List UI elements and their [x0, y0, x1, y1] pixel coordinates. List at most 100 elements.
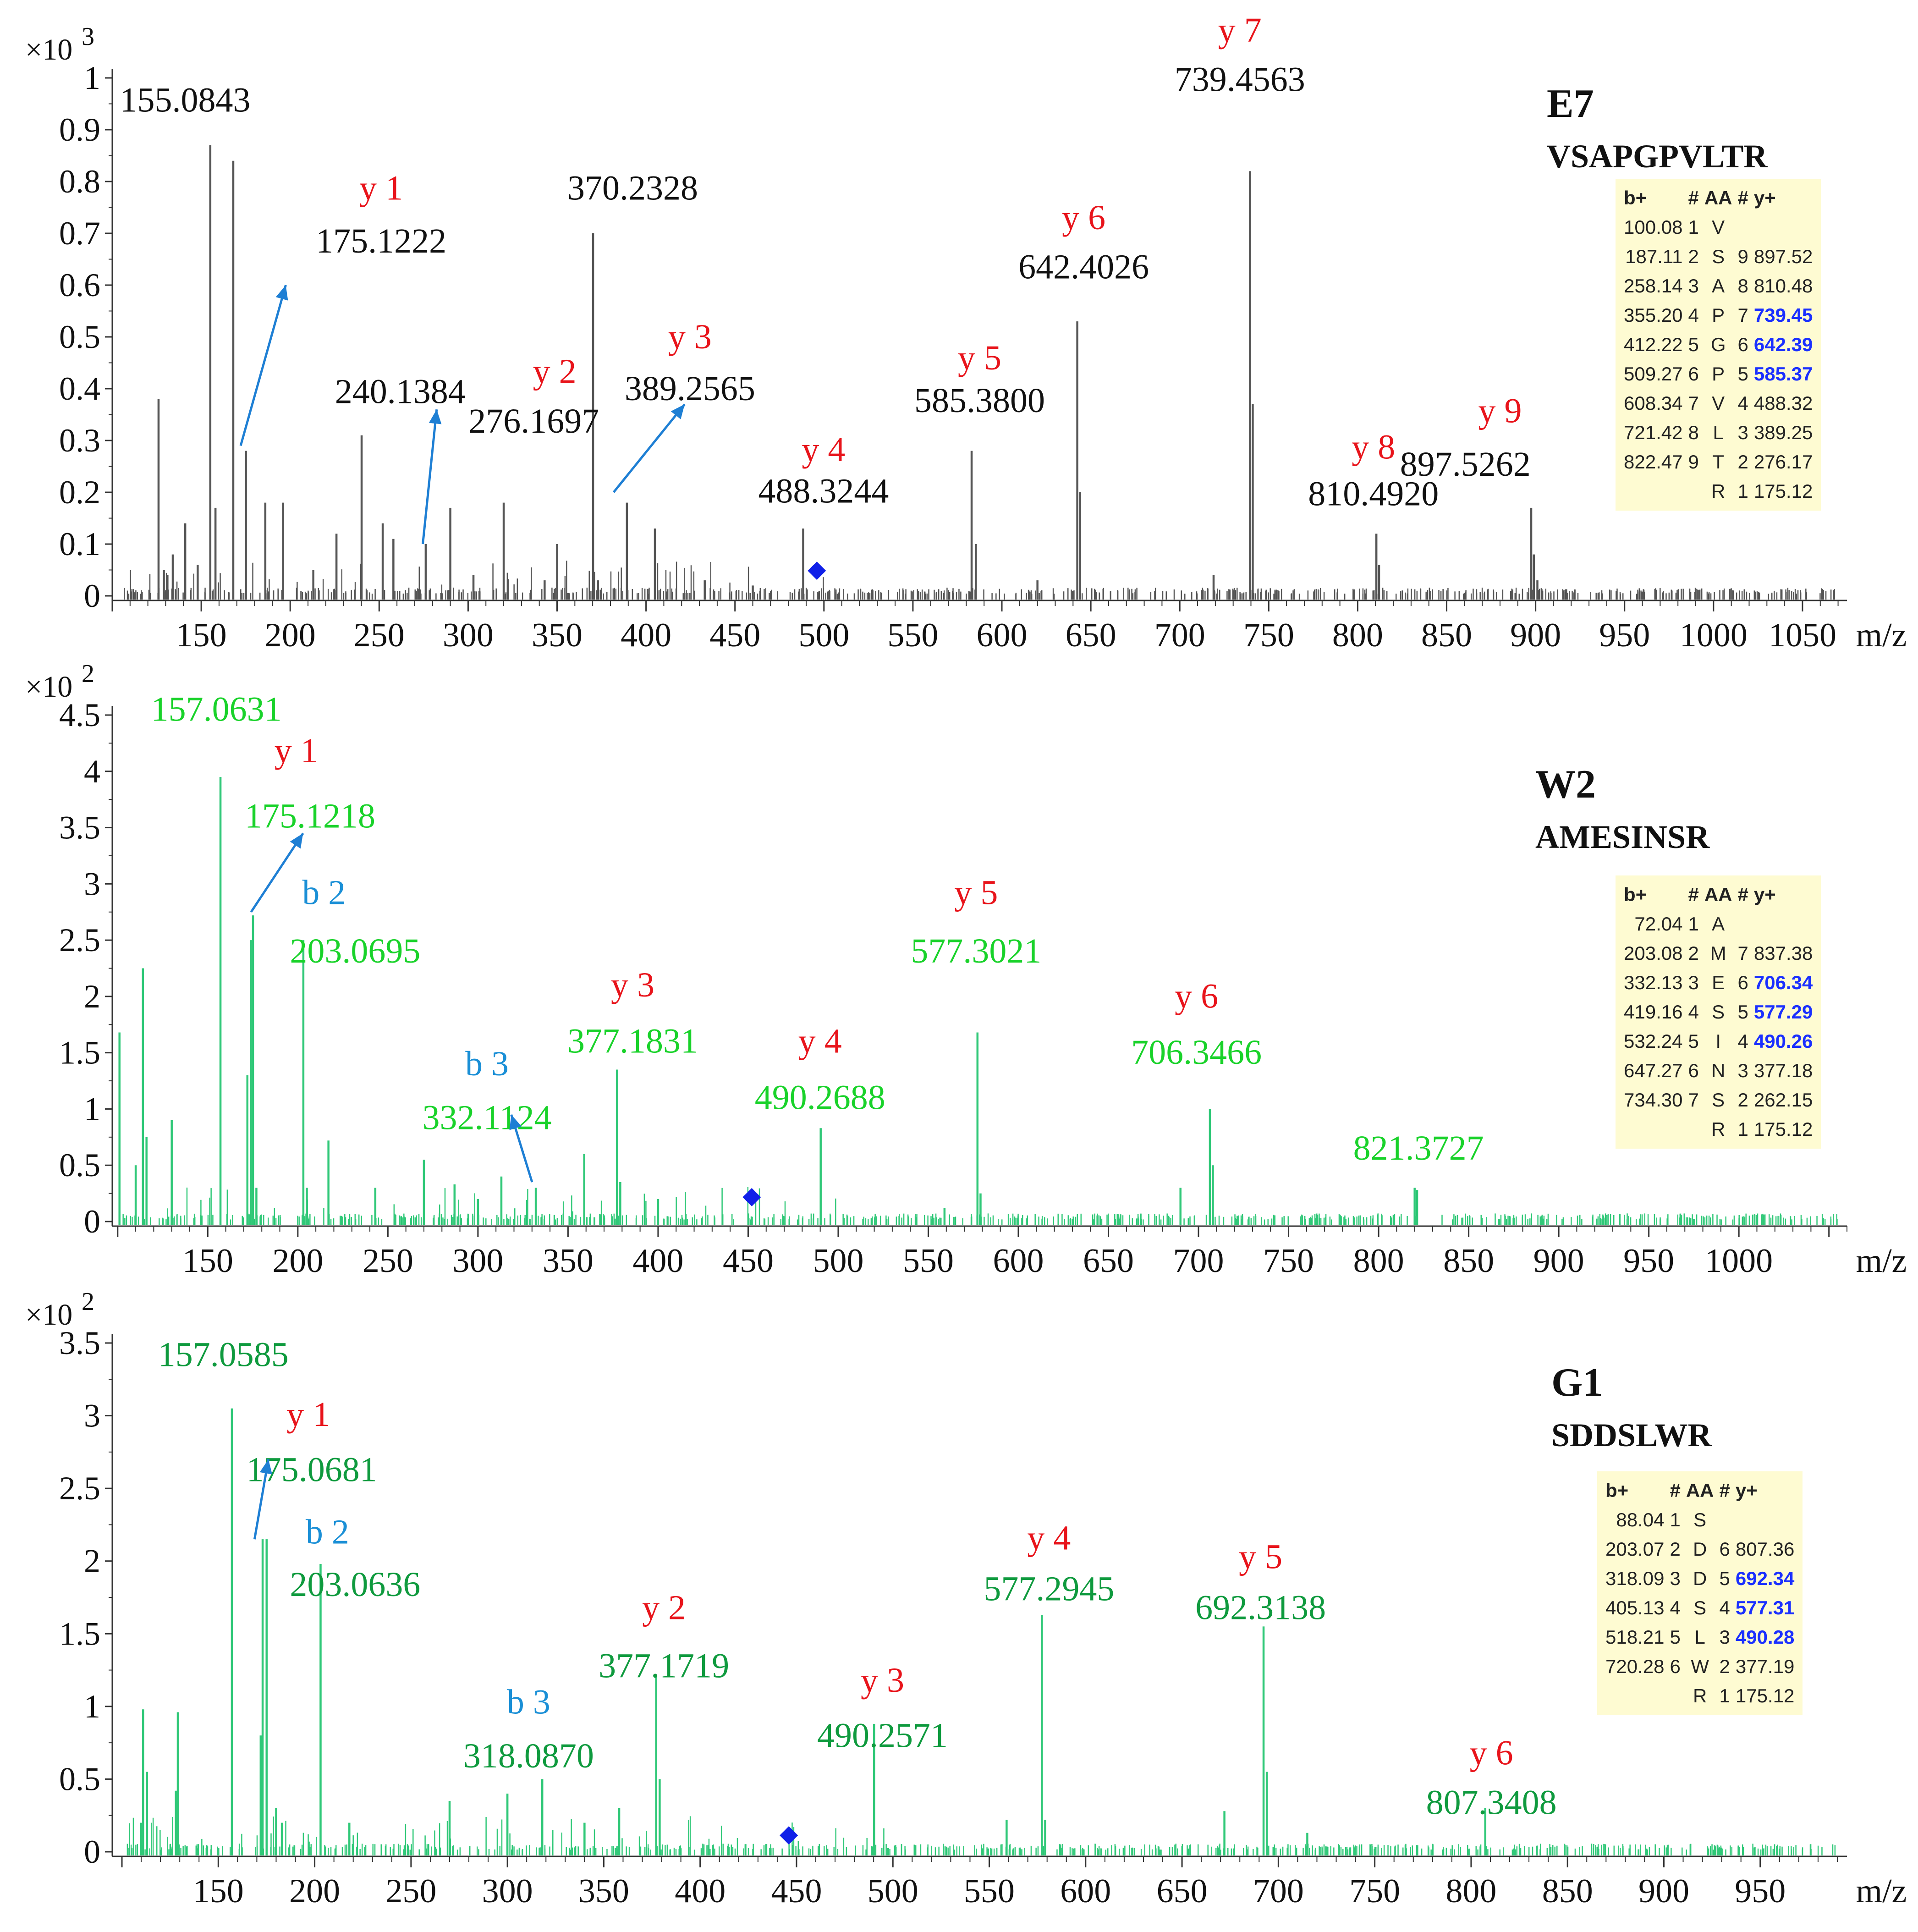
y-ion-label: y 9	[1478, 391, 1522, 430]
table-cell: 3	[1688, 275, 1699, 297]
y-tick-label: 1	[84, 1090, 100, 1127]
fragment-table-w2: b+ # AA # y+ 72.04 1 A 203.08 2 M 7 837.38 332.13 3 E 6 7…	[1616, 875, 1821, 1149]
peak-mass-label: 821.3727	[1353, 1129, 1484, 1167]
table-cell: R	[1711, 480, 1726, 502]
table-cell: V	[1712, 216, 1725, 238]
y-tick-label: 0.7	[59, 215, 100, 252]
y-tick-label: 0	[84, 1203, 100, 1240]
y-tick-label: 1.5	[59, 1035, 100, 1071]
b-ion-label: b 2	[306, 1513, 349, 1552]
peptide-sequence: VSAPGPVLTR	[1547, 138, 1768, 175]
x-tick-label: 550	[887, 616, 938, 654]
x-tick-label: 850	[1542, 1872, 1593, 1910]
table-header-cell: AA	[1704, 187, 1732, 209]
table-header-cell: #	[1719, 1480, 1730, 1501]
table-cell: M	[1710, 942, 1726, 964]
table-cell: T	[1712, 451, 1724, 473]
table-cell: 3	[1670, 1568, 1681, 1589]
y-ion-label: y 6	[1470, 1734, 1513, 1772]
table-cell: 720.28	[1605, 1656, 1665, 1677]
table-cell: 72.04	[1634, 913, 1683, 935]
y-exponent-base: ×10	[25, 670, 72, 704]
table-cell: 389.25	[1753, 422, 1813, 443]
y-ion-label: y 4	[802, 430, 845, 469]
x-tick-label: 400	[632, 1242, 683, 1280]
fragment-table-e7: b+ # AA # y+ 100.08 1 V 187.11 2 S 9 897.52 258.14 3 A 8…	[1616, 179, 1821, 511]
table-cell: 807.36	[1735, 1538, 1795, 1560]
table-cell: R	[1711, 1118, 1726, 1140]
table-cell	[1603, 1681, 1667, 1711]
table-cell: D	[1693, 1538, 1707, 1560]
table-header-cell: AA	[1704, 884, 1732, 905]
table-cell	[1621, 1115, 1685, 1144]
x-tick-label: 700	[1154, 616, 1205, 654]
x-tick-label: 850	[1421, 616, 1472, 654]
peak-mass-label: 389.2565	[625, 369, 755, 408]
y-ion-label: y 7	[1218, 11, 1262, 50]
table-cell: 187.11	[1625, 246, 1683, 267]
table-cell: P	[1712, 304, 1725, 326]
peptide-sequence: SDDSLWR	[1551, 1417, 1712, 1453]
table-header-cell: b+	[1624, 884, 1647, 905]
x-tick-label: 600	[977, 616, 1028, 654]
table-cell: 4	[1670, 1597, 1681, 1618]
y-tick-label: 0.4	[59, 370, 100, 407]
table-header-cell: y+	[1753, 187, 1776, 209]
table-header-cell: AA	[1686, 1480, 1714, 1501]
x-tick-label: 550	[903, 1242, 954, 1280]
y-exponent-base: ×10	[25, 1298, 72, 1332]
table-cell	[1735, 213, 1751, 242]
table-cell: 518.21	[1605, 1626, 1665, 1648]
table-cell: 5	[1688, 334, 1699, 355]
table-cell: 88.04	[1616, 1509, 1665, 1530]
fragment-table-g1: b+ # AA # y+ 88.04 1 S 203.07 2 D 6 807.36 318.09 3 D 5 6…	[1597, 1471, 1803, 1715]
arrow-head	[670, 404, 685, 419]
table-cell: 532.24	[1624, 1030, 1683, 1052]
x-tick-label: 450	[771, 1872, 822, 1910]
y-ion-label: y 5	[958, 339, 1001, 377]
y-ion-label: y 1	[286, 1395, 330, 1434]
table-row: R 1 175.12	[1603, 1681, 1797, 1711]
panel-label: W2	[1535, 762, 1596, 807]
table-cell: 6	[1688, 1060, 1699, 1081]
y-tick-label: 4.5	[59, 697, 100, 733]
table-row: 822.47 9 T 2 276.17	[1621, 447, 1815, 477]
table-cell: 6	[1737, 972, 1748, 993]
table-cell: 837.38	[1753, 942, 1813, 964]
table-cell: 2	[1719, 1656, 1730, 1677]
table-row: 187.11 2 S 9 897.52	[1621, 242, 1815, 271]
table-cell: A	[1712, 913, 1725, 935]
table-cell: 6	[1688, 363, 1699, 385]
x-tick-label: 800	[1445, 1872, 1496, 1910]
y-exponent-power: 3	[82, 22, 94, 51]
y-ion-label: y 4	[798, 1022, 842, 1061]
table-cell: 1	[1737, 480, 1748, 502]
table-cell: 585.37	[1753, 363, 1813, 385]
peak-mass-label: 577.2945	[984, 1569, 1114, 1608]
table-cell: 608.34	[1624, 392, 1683, 414]
peak-mass-label: 155.0843	[120, 81, 250, 119]
table-header-cell: #	[1688, 187, 1699, 209]
table-cell: 203.08	[1624, 942, 1683, 964]
table-row: 532.24 5 I 4 490.26	[1621, 1027, 1815, 1056]
table-cell: 4	[1688, 304, 1699, 326]
x-tick-label: 200	[289, 1872, 340, 1910]
table-cell: 5	[1737, 363, 1748, 385]
x-tick-label: 250	[363, 1242, 413, 1280]
table-cell: V	[1712, 392, 1725, 414]
table-cell	[1717, 1505, 1733, 1535]
y-tick-label: 0.6	[59, 267, 100, 303]
y-ion-label: y 3	[668, 318, 712, 356]
table-cell: 5	[1670, 1626, 1681, 1648]
arrow-head	[290, 833, 303, 849]
peak-mass-label: 332.1124	[422, 1099, 551, 1137]
table-cell: 810.48	[1753, 275, 1813, 297]
table-cell: S	[1693, 1597, 1707, 1618]
peak-mass-label: 157.0631	[151, 690, 282, 728]
x-tick-label: 800	[1332, 616, 1383, 654]
table-cell: 577.31	[1735, 1597, 1795, 1618]
y-tick-label: 1	[84, 1688, 100, 1725]
x-tick-label: 250	[385, 1872, 436, 1910]
